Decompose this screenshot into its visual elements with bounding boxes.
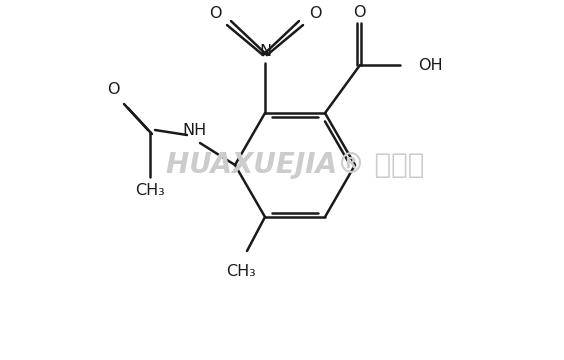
Text: CH₃: CH₃ <box>226 265 256 279</box>
Text: OH: OH <box>418 58 443 72</box>
Text: O: O <box>107 81 119 96</box>
Text: O: O <box>209 5 221 21</box>
Text: NH: NH <box>183 122 207 138</box>
Text: O: O <box>309 5 321 21</box>
Text: HUAXUEJIA® 化学加: HUAXUEJIA® 化学加 <box>166 151 424 179</box>
Text: CH₃: CH₃ <box>135 183 165 198</box>
Text: O: O <box>352 5 365 19</box>
Text: N: N <box>259 44 271 59</box>
